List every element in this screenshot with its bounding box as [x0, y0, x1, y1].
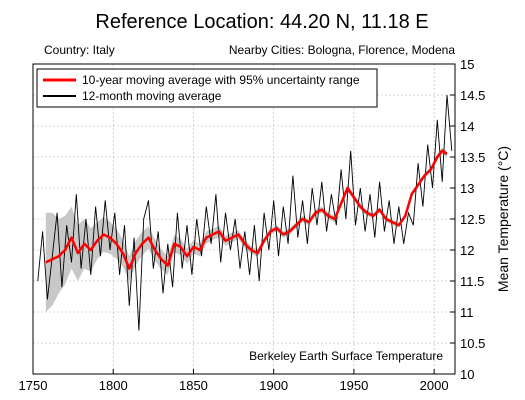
berkeley-credit: Berkeley Earth Surface Temperature	[249, 349, 443, 363]
nearby-cities-subtitle: Nearby Cities: Bologna, Florence, Modena	[229, 43, 455, 57]
legend-label-10yr: 10-year moving average with 95% uncertai…	[82, 73, 360, 87]
legend-label-12mo: 12-month moving average	[82, 89, 222, 103]
y-tick-label: 10.5	[460, 336, 485, 351]
y-tick-label: 15	[460, 57, 474, 72]
x-tick-label: 2000	[420, 378, 449, 393]
y-tick-label: 11.5	[460, 274, 484, 289]
x-tick-label: 1800	[99, 378, 128, 393]
uncertainty-band-group	[45, 147, 448, 312]
y-tick-label: 10	[460, 367, 474, 382]
y-tick-label: 13.5	[460, 150, 485, 165]
y-tick-label: 14.5	[460, 88, 485, 103]
y-axis-title: Mean Temperature (°C)	[495, 146, 511, 292]
x-tick-label: 1900	[259, 378, 288, 393]
y-tick-label: 11	[460, 305, 474, 320]
y-tick-label: 12.5	[460, 212, 485, 227]
y-tick-label: 14	[460, 119, 474, 134]
y-tick-label: 12	[460, 243, 474, 258]
uncertainty-band	[45, 147, 448, 312]
y-axis: 10 10.5 11 11.5 12 12.5 13 13.5 14 14.5 15	[450, 57, 485, 382]
legend: 10-year moving average with 95% uncertai…	[36, 68, 378, 108]
series-10-year-line	[45, 149, 448, 270]
legend-box	[36, 68, 378, 108]
series-12-month-line	[37, 94, 453, 331]
x-tick-label: 1750	[19, 378, 48, 393]
x-tick-label: 1850	[179, 378, 208, 393]
y-tick-label: 13	[460, 181, 474, 196]
x-tick-label: 1950	[339, 378, 368, 393]
x-axis: 1750 1800 1850 1900 1950 2000	[19, 369, 449, 393]
series-group	[37, 94, 453, 331]
chart-title: Reference Location: 44.20 N, 11.18 E	[95, 11, 428, 33]
country-subtitle: Country: Italy	[44, 43, 115, 57]
